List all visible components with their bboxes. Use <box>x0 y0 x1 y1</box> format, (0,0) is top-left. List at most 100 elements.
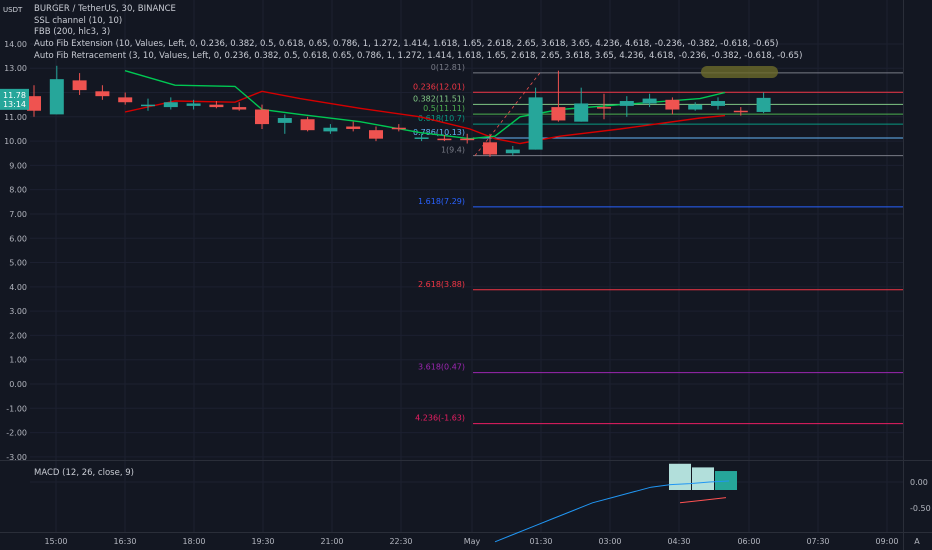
fib-level-label: 0.382(11.51) <box>413 94 465 103</box>
candle-body <box>49 79 64 115</box>
price-tick-label: 1.00 <box>9 356 27 365</box>
candle-body <box>369 130 383 139</box>
fib-level-label: 4.236(-1.63) <box>415 414 465 423</box>
candle-body <box>688 104 703 110</box>
candle-body <box>619 101 634 106</box>
price-tick-label: 8.00 <box>9 186 27 195</box>
fib-level-label: 0.5(11.11) <box>423 104 465 113</box>
current-price-badge <box>0 88 29 110</box>
indicator-fib-retracement[interactable]: Auto Fib Retracement (3, 10, Values, Lef… <box>34 50 803 61</box>
fib-level-label: 1(9.4) <box>441 146 465 155</box>
fib-level-label: 1.618(7.29) <box>418 197 465 206</box>
price-tick-label: 11.00 <box>4 113 27 122</box>
candle-body <box>323 127 338 132</box>
candle-body <box>95 91 110 97</box>
candle-body <box>483 142 497 155</box>
candle-body <box>733 110 748 113</box>
price-tick-label: 9.00 <box>9 161 27 170</box>
candle-body <box>300 119 315 131</box>
price-tick-label: 5.00 <box>9 259 27 268</box>
price-tick-label: 3.00 <box>9 307 27 316</box>
candle-body <box>163 102 178 108</box>
macd-legend[interactable]: MACD (12, 26, close, 9) <box>34 468 134 478</box>
time-axis-label: 06:00 <box>737 537 760 546</box>
candle-body <box>209 104 224 108</box>
ssl-up-line <box>124 70 726 140</box>
macd-line <box>494 480 730 543</box>
ssl-down-line <box>124 90 726 145</box>
macd-tick-label: -0.50 <box>910 504 931 513</box>
fib-level-label: 3.618(0.47) <box>418 363 465 372</box>
macd-signal-line <box>679 497 727 504</box>
time-axis-label: 01:30 <box>529 537 552 546</box>
candle-body <box>437 138 452 141</box>
time-axis-label: May <box>464 537 481 546</box>
candle-body <box>391 127 406 130</box>
time-axis-label: 16:30 <box>113 537 136 546</box>
price-tick-label: 4.00 <box>9 283 27 292</box>
fib-level-label: 0(12.81) <box>431 63 465 72</box>
candle-body <box>551 107 566 121</box>
indicator-fib-extension[interactable]: Auto Fib Extension (10, Values, Left, 0,… <box>34 39 779 50</box>
time-axis-label: 09:00 <box>875 537 898 546</box>
candle-body <box>232 107 247 110</box>
time-axis-label: 18:00 <box>182 537 205 546</box>
price-tick-label: 0.00 <box>9 380 27 389</box>
price-tick-label: 13.00 <box>4 64 27 73</box>
chart-legend: BURGER / TetherUS, 30, BINANCE SSL chann… <box>34 4 802 62</box>
price-tick-label: -1.00 <box>6 404 27 413</box>
candle-body <box>72 80 87 91</box>
candle-body <box>346 126 361 129</box>
candle-body <box>27 96 41 111</box>
indicator-ssl[interactable]: SSL channel (10, 10) <box>34 15 123 26</box>
candle-body <box>574 103 589 122</box>
macd-histogram-bar <box>669 463 691 490</box>
current-price-value: 11.78 <box>3 91 26 100</box>
time-axis-label: 21:00 <box>320 537 343 546</box>
candle-body <box>118 97 133 103</box>
candle-body <box>186 103 201 106</box>
candle-body <box>460 138 475 141</box>
time-axis-label: 07:30 <box>806 537 829 546</box>
fib-level-label: 0.236(12.01) <box>413 82 465 91</box>
time-axis-label: 22:30 <box>389 537 412 546</box>
candle-body <box>528 97 543 150</box>
time-axis-label: 19:30 <box>251 537 274 546</box>
price-tick-label: 7.00 <box>9 210 27 219</box>
candle-body <box>277 118 292 123</box>
price-tick-label: -2.00 <box>6 429 27 438</box>
candle-body <box>597 107 611 109</box>
price-tick-label: 6.00 <box>9 234 27 243</box>
candle-body <box>665 99 680 110</box>
candle-body <box>711 101 725 106</box>
macd-histogram-bar <box>715 471 737 490</box>
indicator-fbb[interactable]: FBB (200, hlc3, 3) <box>34 27 111 38</box>
time-axis-label: 03:00 <box>598 537 621 546</box>
currency-label: USDT <box>3 6 23 14</box>
candle-body <box>756 97 771 112</box>
chart-title: BURGER / TetherUS, 30, BINANCE <box>34 4 176 14</box>
macd-tick-label: 0.00 <box>910 478 928 487</box>
price-tick-label: 10.00 <box>4 137 27 146</box>
fib-level-label: 0.618(10.7) <box>418 114 465 123</box>
time-axis-label: 04:30 <box>667 537 690 546</box>
price-tick-label: 14.00 <box>4 40 27 49</box>
highlight-marker <box>701 66 778 78</box>
candle-body <box>141 104 155 107</box>
price-axis-bg <box>0 0 30 460</box>
candle-body <box>255 109 269 125</box>
fib-level-label: 2.618(3.88) <box>418 280 465 289</box>
candle-body <box>505 149 520 154</box>
time-axis-label: 15:00 <box>44 537 67 546</box>
auto-scale-button[interactable]: A <box>914 537 920 546</box>
candle-body <box>642 98 657 104</box>
current-price-countdown: 13:14 <box>3 100 26 109</box>
macd-histogram-bar <box>692 467 714 490</box>
candle-body <box>414 137 429 139</box>
price-tick-label: -3.00 <box>6 453 27 462</box>
fib-level-label: 0.786(10.13) <box>413 128 465 137</box>
price-tick-label: 2.00 <box>9 331 27 340</box>
